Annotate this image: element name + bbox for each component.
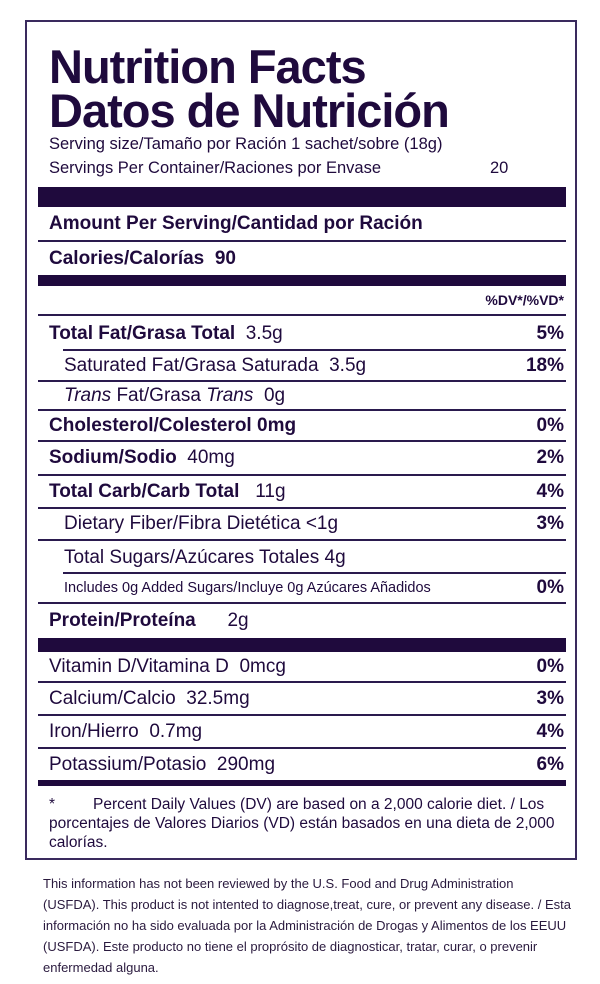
- vitamin-dv: 3%: [536, 687, 564, 709]
- nutrient-label-italic: Trans: [64, 384, 112, 406]
- vitamin-amount: 290mg: [216, 753, 276, 775]
- nutrient-label: Cholesterol/Colesterol: [49, 414, 252, 436]
- nutrition-facts-panel: Nutrition Facts Datos de Nutrición Servi…: [25, 20, 577, 860]
- vitamin-dv: 0%: [536, 655, 564, 677]
- nutrient-amount: 2g: [227, 610, 249, 631]
- nutrient-label-italic: Trans: [206, 384, 254, 406]
- nutrient-label: Sodium/Sodio: [49, 447, 177, 468]
- nutrient-row-total-carb: Total Carb/Carb Total 11g 4%: [38, 476, 566, 509]
- servings-label: Servings Per Container/Raciones por Enva…: [49, 159, 382, 177]
- nutrient-label: Total Fat/Grasa Total: [49, 322, 236, 344]
- thick-divider: [38, 187, 566, 207]
- fda-disclaimer: This information has not been reviewed b…: [43, 876, 571, 975]
- nutrient-row-cholesterol: Cholesterol/Colesterol 0mg 0%: [38, 411, 566, 442]
- vitamin-row-calcium: Calcium/Calcio 32.5mg 3%: [38, 683, 566, 716]
- vitamin-label: Potassium/Potasio: [49, 753, 207, 775]
- nutrient-label: Total Sugars/Azúcares Totales: [64, 546, 320, 568]
- nutrient-dv: 0%: [536, 577, 564, 598]
- serving-size: Serving size/Tamaño por Ración 1 sachet/…: [49, 135, 443, 153]
- servings-value: 20: [490, 159, 509, 177]
- vitamin-amount: 32.5mg: [186, 687, 250, 709]
- nutrient-dv: 2%: [536, 447, 564, 468]
- servings-per-container: Servings Per Container/Raciones por Enva…: [49, 159, 508, 178]
- calories-label: Calories/Calorías: [49, 247, 205, 269]
- nutrient-row-dietary-fiber: Dietary Fiber/Fibra Dietética <1g 3%: [38, 509, 566, 541]
- nutrient-label: Fat/Grasa: [111, 384, 207, 406]
- vitamin-label: Vitamin D/Vitamina D: [49, 655, 229, 677]
- nutrient-label: Includes 0g Added Sugars/Incluye 0g Azúc…: [64, 580, 431, 596]
- title-english: Nutrition Facts: [49, 40, 367, 93]
- calories-value: 90: [214, 247, 236, 269]
- calories-row: Calories/Calorías 90: [38, 242, 566, 275]
- nutrient-amount: 4g: [324, 546, 346, 568]
- nutrient-amount: 3.5g: [245, 322, 283, 344]
- vitamin-row-potassium: Potassium/Potasio 290mg 6%: [38, 749, 566, 780]
- nutrient-row-total-fat: Total Fat/Grasa Total 3.5g 5%: [38, 316, 566, 351]
- vitamin-row-iron: Iron/Hierro 0.7mg 4%: [38, 716, 566, 749]
- nutrient-row-saturated-fat: Saturated Fat/Grasa Saturada 3.5g 18%: [38, 351, 566, 382]
- nutrient-amount: <1g: [305, 513, 339, 534]
- footnote-text: Percent Daily Values (DV) are based on a…: [49, 796, 555, 851]
- nutrient-row-added-sugars: Includes 0g Added Sugars/Incluye 0g Azúc…: [38, 574, 566, 604]
- nutrient-row-protein: Protein/Proteína 2g: [38, 604, 566, 638]
- nutrient-dv: 0%: [536, 414, 564, 436]
- vitamin-dv: 4%: [536, 720, 564, 742]
- nutrient-amount: 3.5g: [329, 354, 367, 376]
- vitamin-amount: 0mcg: [239, 655, 286, 677]
- footnote-asterisk: *: [49, 796, 56, 813]
- nutrient-amount: 11g: [255, 480, 286, 502]
- footnote: * Percent Daily Values (DV) are based on …: [49, 795, 564, 852]
- nutrient-label: Total Carb/Carb Total: [49, 480, 240, 502]
- nutrient-row-total-sugars: Total Sugars/Azúcares Totales 4g: [38, 541, 566, 574]
- nutrient-row-trans-fat: Trans Fat/Grasa Trans 0g: [38, 382, 566, 411]
- amount-per-serving-label: Amount Per Serving/Cantidad por Ración: [49, 212, 423, 234]
- nutrient-row-sodium: Sodium/Sodio 40mg 2%: [38, 442, 566, 476]
- nutrient-dv: 5%: [536, 322, 564, 344]
- vitamin-label: Calcium/Calcio: [49, 687, 176, 709]
- amount-per-serving: Amount Per Serving/Cantidad por Ración: [38, 207, 566, 242]
- thick-divider: [38, 780, 566, 786]
- nutrient-label: Protein/Proteína: [49, 610, 196, 631]
- thick-divider: [38, 638, 566, 652]
- nutrient-amount: 0mg: [257, 414, 297, 436]
- thick-divider: [38, 275, 566, 286]
- dv-header: %DV*/%VD*: [38, 286, 566, 316]
- vitamin-label: Iron/Hierro: [49, 720, 139, 742]
- title-spanish: Datos de Nutrición: [49, 84, 450, 137]
- nutrient-dv: 3%: [536, 513, 564, 534]
- nutrient-amount: 40mg: [187, 447, 235, 468]
- nutrient-dv: 4%: [536, 480, 564, 502]
- nutrient-label: Saturated Fat/Grasa Saturada: [64, 354, 319, 376]
- vitamin-row-vitamin-d: Vitamin D/Vitamina D 0mcg 0%: [38, 652, 566, 683]
- nutrient-label: Dietary Fiber/Fibra Dietética: [64, 513, 301, 534]
- vitamin-dv: 6%: [536, 753, 564, 775]
- vitamin-amount: 0.7mg: [149, 720, 203, 742]
- nutrient-dv: 18%: [525, 354, 564, 376]
- dv-header-label: %DV*/%VD*: [485, 292, 564, 308]
- nutrient-amount: 0g: [263, 384, 286, 406]
